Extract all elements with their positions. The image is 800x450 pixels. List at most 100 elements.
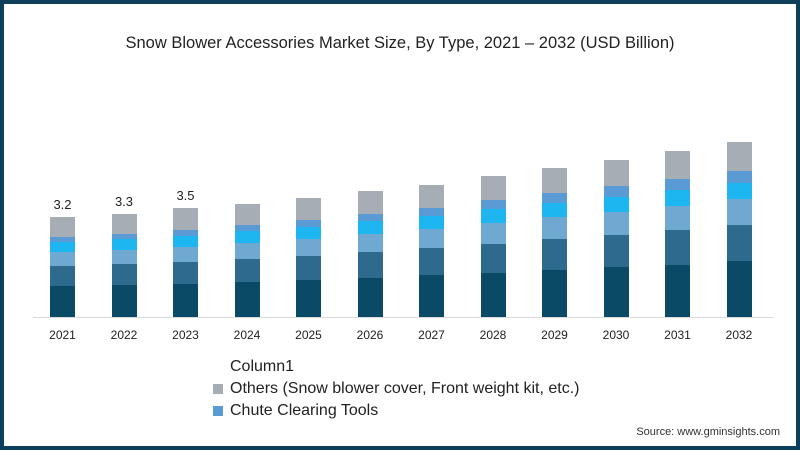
bar-segment [234, 242, 260, 259]
bar-segment [234, 203, 260, 225]
bar-segment [357, 277, 383, 317]
bar-segment [542, 202, 567, 217]
bar-segment [111, 285, 137, 317]
bar-segment [603, 211, 629, 235]
x-tick-label: 2030 [602, 328, 630, 342]
bar-segment [357, 233, 383, 252]
bar-segment [111, 249, 137, 265]
legend-item-others: Others (Snow blower cover, Front weight … [213, 378, 579, 400]
bar-segment [50, 217, 75, 237]
bar-segment [173, 207, 198, 230]
bar-2025 [296, 198, 321, 317]
bar-segment [357, 221, 383, 234]
bar-segment [726, 261, 752, 317]
bar-segment [50, 286, 75, 317]
bar-segment [480, 222, 506, 244]
bar-segment [726, 171, 752, 184]
bar-segment [111, 213, 137, 234]
x-tick-label: 2028 [479, 328, 507, 342]
x-tick-label: 2022 [110, 328, 138, 342]
bar-segment [234, 231, 260, 243]
bar-2023 [173, 207, 198, 317]
bar-segment [173, 235, 198, 247]
bar-segment [665, 179, 690, 191]
source-note: Source: www.gminsights.com [636, 426, 780, 438]
x-tick-label: 2031 [664, 328, 691, 342]
x-tick-label: 2025 [295, 328, 322, 342]
bar-segment [542, 238, 567, 270]
bar-segment [665, 264, 690, 317]
bar-segment [419, 207, 444, 216]
bar-2022 [111, 213, 137, 317]
bar-2027 [419, 184, 444, 317]
bar-segment [357, 213, 383, 222]
bar-segment [542, 269, 567, 317]
bar-segment [419, 248, 444, 276]
bar-segment [480, 272, 506, 317]
bar-segment [542, 217, 567, 239]
bar-segment [234, 282, 260, 317]
bar-segment [50, 237, 75, 242]
x-tick-label: 2032 [725, 328, 753, 342]
bar-segment [296, 280, 321, 317]
x-tick-label: 2024 [233, 328, 261, 342]
bar-segment [419, 228, 444, 249]
legend-label-others: Others (Snow blower cover, Front weight … [230, 380, 580, 397]
x-tick-label: 2027 [418, 328, 445, 342]
chart-title: Snow Blower Accessories Market Size, By … [125, 34, 675, 52]
legend-label-chute: Chute Clearing Tools [230, 402, 379, 419]
bar-2021 [50, 217, 75, 317]
x-tick-label: 2029 [541, 328, 568, 342]
bar-segment [296, 238, 321, 256]
x-tick-label: 2021 [49, 328, 76, 342]
bar-segment [542, 192, 567, 203]
bar-2024 [234, 203, 260, 317]
bar-segment [173, 262, 198, 284]
bar-segment [111, 239, 137, 250]
bar-segment [173, 229, 198, 236]
bar-segment [603, 196, 629, 212]
bar-segment [111, 233, 137, 240]
bar-segment [665, 205, 690, 231]
bar-2032 [726, 142, 752, 317]
bar-segment [234, 224, 260, 232]
bar-segment [480, 176, 506, 201]
bar-segment [419, 184, 444, 208]
legend-swatch-chute [213, 406, 223, 416]
x-tick-label: 2026 [356, 328, 384, 342]
bar-segment [50, 252, 75, 267]
bar-segment [542, 167, 567, 193]
bar-segment [296, 198, 321, 220]
bar-segment [50, 266, 75, 287]
legend-item-chute-clearing-tools: Chute Clearing Tools [213, 400, 579, 422]
bar-segment [296, 255, 321, 281]
bar-segment [173, 283, 198, 317]
legend-swatch-others [213, 384, 223, 394]
bar-segment [665, 230, 690, 265]
bar-segment [50, 242, 75, 252]
bar-segment [173, 246, 198, 262]
x-axis-line [33, 317, 773, 318]
bar-segment [665, 190, 690, 206]
bar-2026 [357, 191, 383, 317]
bar-segment [357, 252, 383, 278]
data-label: 3.5 [176, 187, 195, 203]
bar-segment [419, 215, 444, 229]
data-label: 3.2 [53, 197, 72, 212]
data-label: 3.3 [114, 193, 134, 209]
bar-segment [480, 209, 506, 223]
bar-segment [234, 258, 260, 282]
bar-2029 [542, 167, 567, 317]
bar-segment [111, 264, 137, 286]
bar-segment [296, 226, 321, 239]
bar-segment [357, 191, 383, 214]
bar-segment [726, 183, 752, 200]
bar-segment [665, 151, 690, 180]
bar-segment [726, 225, 752, 262]
bar-segment [603, 186, 629, 197]
bar-segment [480, 200, 506, 210]
bar-2028 [480, 176, 506, 317]
bar-2031 [665, 151, 690, 317]
legend-title: Column1 [230, 358, 295, 375]
bar-segment [603, 234, 629, 268]
